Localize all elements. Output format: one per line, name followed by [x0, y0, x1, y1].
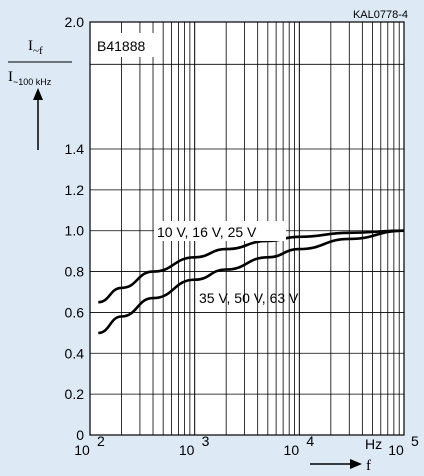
- x-tick-label: 10 4: [284, 433, 315, 458]
- y-tick-label: 0.6: [65, 304, 85, 320]
- series-2-label: 35 V, 50 V, 63 V: [199, 290, 299, 306]
- y-tick-label: 0.8: [65, 264, 85, 280]
- ylabel-numerator: I~f: [28, 38, 43, 57]
- y-tick-label: 1.2: [65, 182, 85, 198]
- x-axis-label: f: [310, 458, 371, 474]
- series-lines: [98, 229, 405, 335]
- x-unit: Hz: [365, 436, 382, 452]
- part-number: B41888: [97, 38, 145, 54]
- y-tick-label: 2.0: [65, 14, 85, 30]
- svg-text:10: 10: [74, 442, 90, 458]
- series-1-label-bg: [154, 221, 286, 241]
- y-tick-label: 0.4: [65, 345, 85, 361]
- xlabel-arrow-head: [350, 459, 362, 469]
- x-tick-label: 10 3: [179, 433, 210, 458]
- svg-text:5: 5: [411, 433, 419, 449]
- svg-text:2: 2: [97, 433, 105, 449]
- y-axis-label: I~f I~100 kHz: [8, 38, 72, 150]
- y-tick-labels: 0 0.2 0.4 0.6 0.8 1.0 1.2 1.4 2.0: [65, 14, 85, 443]
- x-tick-label: 10 5: [388, 433, 419, 458]
- x-tick-label: 10 2: [74, 433, 105, 458]
- svg-text:3: 3: [202, 433, 210, 449]
- series-1-label: 10 V, 16 V, 25 V: [157, 224, 257, 240]
- series-line-1: [98, 229, 405, 304]
- plot-frame: [89, 21, 405, 436]
- ylabel-arrow-head: [33, 88, 43, 100]
- x-tick-labels: 10 2 10 3 10 4 10 5: [74, 433, 419, 458]
- svg-text:10: 10: [388, 442, 404, 458]
- doc-code: KAL0778-4: [353, 9, 408, 21]
- svg-text:10: 10: [179, 442, 195, 458]
- part-number-box: [92, 33, 158, 57]
- y-tick-label: 0: [76, 427, 84, 443]
- svg-text:4: 4: [306, 433, 314, 449]
- ylabel-denominator: I~100 kHz: [8, 69, 52, 87]
- y-tick-label: 0.2: [65, 386, 85, 402]
- series-line-2: [98, 229, 405, 335]
- xlabel: f: [366, 458, 371, 474]
- y-tick-label: 1.4: [65, 141, 85, 157]
- svg-text:10: 10: [284, 442, 300, 458]
- y-tick-label: 1.0: [65, 223, 85, 239]
